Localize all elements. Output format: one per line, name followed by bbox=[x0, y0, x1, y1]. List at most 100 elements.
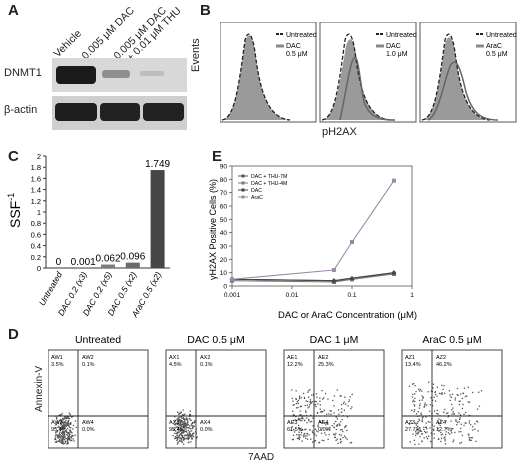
flow-event bbox=[180, 416, 183, 418]
flow-event bbox=[314, 428, 317, 430]
flow-event bbox=[414, 393, 416, 395]
flow-event bbox=[459, 427, 462, 430]
flow-event bbox=[449, 394, 451, 396]
flow-event bbox=[469, 439, 471, 442]
flow-event bbox=[190, 428, 192, 430]
flow-event bbox=[59, 435, 61, 438]
flow-event bbox=[68, 434, 71, 436]
flow-event bbox=[181, 441, 183, 444]
flow-event bbox=[181, 436, 183, 438]
flow-event bbox=[343, 401, 345, 403]
flow-event bbox=[61, 442, 63, 444]
flow-event bbox=[175, 422, 178, 424]
flow-event bbox=[478, 405, 481, 407]
flow-event bbox=[416, 422, 418, 424]
legend-marker bbox=[241, 181, 245, 185]
flow-event bbox=[432, 383, 435, 385]
flow-event bbox=[300, 414, 302, 416]
line-chart-ytick-label: 50 bbox=[220, 217, 228, 224]
flow-event bbox=[66, 431, 68, 433]
flow-event bbox=[179, 421, 181, 423]
flow-event bbox=[72, 428, 74, 430]
line-chart-xtick-label: 0.001 bbox=[224, 292, 241, 299]
flow-event bbox=[414, 400, 416, 403]
hist-legend-untreated: Untreated bbox=[286, 32, 317, 39]
bar-chart-ytick-label: 0.8 bbox=[31, 219, 41, 228]
flow-event bbox=[444, 443, 447, 445]
flow-event bbox=[59, 437, 61, 439]
line-series bbox=[231, 273, 394, 283]
flow-event bbox=[345, 403, 347, 405]
flow-event bbox=[71, 432, 73, 434]
legend-label: AraC bbox=[251, 195, 263, 201]
flow-event bbox=[73, 440, 75, 442]
flow-event bbox=[299, 395, 301, 397]
flow-event bbox=[298, 396, 301, 398]
flow-event bbox=[299, 410, 301, 412]
flow-event bbox=[472, 426, 474, 428]
flow-event bbox=[184, 422, 186, 424]
flow-event bbox=[191, 434, 193, 436]
flow-event bbox=[325, 434, 327, 436]
flow-event bbox=[456, 421, 459, 424]
flow-event bbox=[61, 425, 64, 427]
flow-event bbox=[62, 435, 65, 437]
flow-event bbox=[297, 406, 299, 409]
flow-event bbox=[333, 405, 335, 407]
flow-event bbox=[290, 429, 292, 431]
flow-event bbox=[55, 427, 57, 429]
flow-event bbox=[174, 416, 176, 418]
flow-event bbox=[348, 399, 351, 401]
flow-event bbox=[295, 390, 297, 392]
flow-event bbox=[311, 394, 313, 396]
flow-event bbox=[58, 433, 61, 435]
flow-event bbox=[67, 422, 69, 425]
line-chart-ytick-label: 20 bbox=[220, 257, 228, 264]
flow-quadrant-pct: 61.5% bbox=[287, 427, 303, 433]
flow-event bbox=[65, 430, 67, 432]
lane-label-vehicle: Vehicle bbox=[51, 27, 84, 60]
flow-event bbox=[295, 398, 297, 400]
flow-event bbox=[62, 443, 65, 445]
flow-event bbox=[327, 398, 329, 400]
flow-event bbox=[178, 431, 180, 433]
flow-event bbox=[422, 416, 424, 418]
flow-event bbox=[436, 386, 439, 388]
flow-event bbox=[456, 387, 459, 390]
flow-event bbox=[183, 414, 185, 416]
flow-event bbox=[412, 383, 415, 385]
flow-event bbox=[459, 442, 461, 444]
flow-event bbox=[349, 442, 351, 444]
flow-event bbox=[458, 400, 460, 402]
flow-plot-title: AraC 0.5 μM bbox=[422, 334, 481, 346]
flow-event bbox=[55, 441, 58, 443]
flow-event bbox=[291, 426, 293, 428]
flow-event bbox=[446, 412, 448, 415]
flow-event bbox=[450, 430, 452, 432]
flow-event bbox=[412, 433, 414, 435]
flow-event bbox=[415, 413, 418, 415]
flow-event bbox=[308, 418, 310, 421]
flow-event bbox=[183, 436, 185, 438]
bar-chart: 0 0.2 0.4 0.6 0.8 1 1.2 1.4 1.6 1.8 2 0 0.001 0.062 0… bbox=[6, 152, 171, 320]
flow-event bbox=[178, 412, 181, 414]
bar-chart-ytick-label: 1 bbox=[37, 208, 41, 217]
flow-event bbox=[62, 419, 64, 421]
flow-quadrant-pct: 12.2% bbox=[287, 362, 303, 368]
flow-event bbox=[177, 428, 179, 430]
panel-b-letter: B bbox=[200, 2, 211, 19]
flow-event bbox=[187, 436, 189, 439]
flow-event bbox=[182, 421, 184, 424]
flow-plot-frame bbox=[165, 349, 267, 449]
flow-event bbox=[344, 426, 346, 428]
flow-event bbox=[451, 413, 453, 415]
flow-event bbox=[302, 435, 305, 437]
flow-event bbox=[309, 421, 311, 423]
flow-event bbox=[60, 428, 62, 430]
flow-event bbox=[342, 430, 344, 433]
flow-event bbox=[175, 426, 177, 428]
flow-quadrant-id: AW3 bbox=[51, 420, 63, 426]
flow-event bbox=[185, 417, 187, 419]
flow-event bbox=[68, 412, 70, 414]
